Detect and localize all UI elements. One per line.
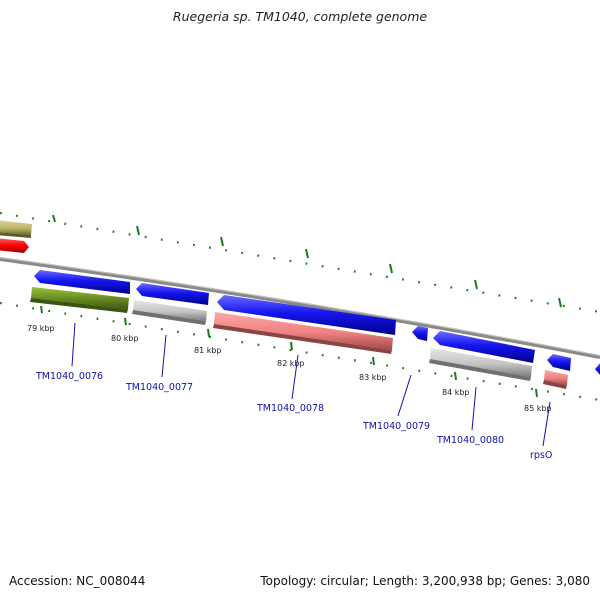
lower-major-tick xyxy=(535,388,538,398)
topology-text: Topology: circular; Length: 3,200,938 bp… xyxy=(260,574,590,588)
scale-label-83kbp: 83 kbp xyxy=(359,373,387,382)
leader-line-rpso xyxy=(542,401,551,447)
feature-pink-tm1040-0078[interactable] xyxy=(213,312,393,354)
scale-label-80kbp: 80 kbp xyxy=(111,334,139,343)
upper-major-tick xyxy=(136,225,140,236)
map-title: Ruegeria sp. TM1040, complete genome xyxy=(172,9,428,24)
cds-arrow-tm1040-0080[interactable] xyxy=(433,331,535,363)
lower-major-tick xyxy=(40,305,43,314)
upper-tick-track xyxy=(0,211,600,314)
feature-gray-tm1040-0080[interactable] xyxy=(429,348,532,381)
scale-label-84kbp: 84 kbp xyxy=(442,388,470,397)
cds-arrow-tm1040-0077[interactable] xyxy=(136,283,209,305)
scale-label-81kbp: 81 kbp xyxy=(194,346,222,355)
feature-pink-rpso[interactable] xyxy=(543,370,568,389)
gene-label-tm1040-0079[interactable]: TM1040_0079 xyxy=(362,421,430,432)
scale-label-82kbp: 82 kbp xyxy=(277,359,305,368)
cds-arrow-tm1040-0076[interactable] xyxy=(34,270,130,294)
cds-arrow-tm1040-0078[interactable] xyxy=(217,295,396,335)
gene-label-rpso[interactable]: rpsO xyxy=(530,450,552,461)
leader-line-tm1040-0079 xyxy=(397,374,412,417)
feature-gray-tm1040-0077[interactable] xyxy=(132,300,207,325)
cds-arrow-rpso[interactable] xyxy=(547,354,571,371)
leader-line-tm1040-0076 xyxy=(71,322,76,367)
genome-backbone xyxy=(0,257,600,359)
upper-major-tick xyxy=(305,248,309,259)
gene-label-tm1040-0080[interactable]: TM1040_0080 xyxy=(436,435,504,446)
lower-major-tick xyxy=(124,317,127,326)
feature-green-tm1040-0076[interactable] xyxy=(30,287,129,313)
label-leader-lines xyxy=(71,322,551,447)
lower-major-tick xyxy=(207,328,210,338)
leader-line-tm1040-0078 xyxy=(291,354,299,400)
upper-major-tick xyxy=(389,263,393,274)
accession-text: Accession: NC_008044 xyxy=(9,574,146,588)
gene-label-tm1040-0076[interactable]: TM1040_0076 xyxy=(35,371,103,382)
cds-arrow-tm1040-0079[interactable] xyxy=(412,326,428,341)
upper-major-tick xyxy=(474,279,478,290)
lower-major-tick xyxy=(454,371,457,381)
feature-khaki-partial[interactable] xyxy=(0,220,32,238)
cds-arrow-next-partial[interactable] xyxy=(595,362,600,377)
upper-major-tick xyxy=(558,297,562,308)
upper-major-tick xyxy=(52,214,56,223)
leader-line-tm1040-0080 xyxy=(471,386,477,431)
feature-red-partial[interactable] xyxy=(0,238,29,253)
upper-major-tick xyxy=(220,236,224,247)
scale-label-85kbp: 85 kbp xyxy=(524,404,552,413)
scale-label-79kbp: 79 kbp xyxy=(27,324,55,333)
gene-label-tm1040-0078[interactable]: TM1040_0078 xyxy=(256,403,324,414)
lower-major-tick xyxy=(372,356,375,366)
lower-tick-track xyxy=(0,301,600,402)
gene-label-tm1040-0077[interactable]: TM1040_0077 xyxy=(125,382,193,393)
lower-major-tick xyxy=(290,341,293,351)
leader-line-tm1040-0077 xyxy=(161,334,167,378)
